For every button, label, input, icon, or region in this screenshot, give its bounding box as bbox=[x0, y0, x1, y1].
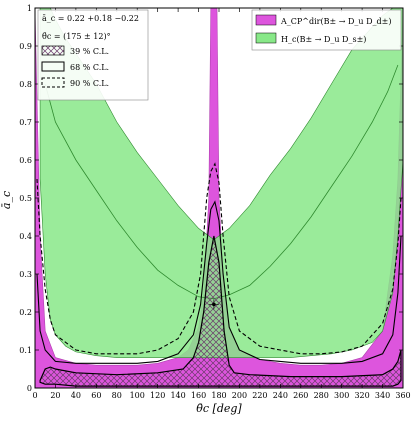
x-tick-label: 100 bbox=[130, 391, 145, 400]
x-tick-label: 120 bbox=[150, 391, 165, 400]
green-band bbox=[39, 8, 403, 358]
legend-swatch-39 bbox=[41, 45, 65, 56]
legend-label-green: H_c(B± → D_u D_s±) bbox=[281, 35, 366, 44]
legend-left: ā_c = 0.22 +0.18 −0.22 θ̄c = (175 ± 12)°… bbox=[37, 9, 149, 101]
x-tick-label: 0 bbox=[32, 391, 37, 400]
legend-label-68: 68 % C.L. bbox=[70, 63, 109, 72]
x-tick-label: 80 bbox=[112, 391, 122, 400]
y-tick-label: 0.8 bbox=[19, 80, 32, 89]
x-tick-label: 160 bbox=[191, 391, 206, 400]
result-line-0: ā_c = 0.22 +0.18 −0.22 bbox=[42, 14, 139, 23]
x-tick-label: 320 bbox=[354, 391, 369, 400]
x-tick-label: 240 bbox=[273, 391, 288, 400]
y-tick-label: 0.3 bbox=[19, 270, 32, 279]
y-tick-label: 0.6 bbox=[19, 156, 32, 165]
x-tick-label: 280 bbox=[314, 391, 329, 400]
y-tick-label: 1 bbox=[27, 4, 32, 13]
x-tick-label: 20 bbox=[50, 391, 60, 400]
y-tick-label: 0.9 bbox=[19, 42, 32, 51]
y-tick-label: 0.1 bbox=[19, 346, 32, 355]
x-tick-label: 180 bbox=[211, 391, 226, 400]
x-tick-label: 340 bbox=[375, 391, 390, 400]
legend-swatch-90 bbox=[41, 77, 65, 88]
x-tick-label: 40 bbox=[71, 391, 81, 400]
result-line-1: θ̄c = (175 ± 12)° bbox=[42, 32, 111, 41]
y-tick-label: 0.5 bbox=[19, 194, 32, 203]
y-tick-label: 0 bbox=[27, 384, 32, 393]
contour-68-line bbox=[36, 200, 402, 364]
legend-swatch-68 bbox=[41, 61, 65, 72]
legend-swatch-magenta bbox=[255, 14, 277, 26]
contour-90-line bbox=[36, 162, 402, 355]
legend-label-90: 90 % C.L. bbox=[70, 79, 109, 88]
x-tick-label: 360 bbox=[395, 391, 410, 400]
legend-swatch-green bbox=[255, 32, 277, 44]
y-tick-label: 0.4 bbox=[19, 232, 32, 241]
x-tick-label: 300 bbox=[334, 391, 349, 400]
x-tick-label: 200 bbox=[232, 391, 247, 400]
y-tick-label: 0.7 bbox=[19, 118, 32, 127]
legend-label-39: 39 % C.L. bbox=[70, 47, 109, 56]
y-tick-label: 0.2 bbox=[19, 308, 32, 317]
legend-right: A_CP^dir(B± → D_u D_d±) H_c(B± → D_u D_s… bbox=[251, 9, 402, 51]
x-tick-label: 60 bbox=[91, 391, 101, 400]
x-tick-label: 260 bbox=[293, 391, 308, 400]
x-tick-label: 220 bbox=[252, 391, 267, 400]
contour-39-region bbox=[39, 235, 402, 387]
y-axis-title: ā_c bbox=[0, 191, 13, 209]
legend-label-magenta: A_CP^dir(B± → D_u D_d±) bbox=[280, 17, 391, 26]
x-axis-title: θ̄c [deg] bbox=[196, 402, 242, 415]
x-tick-label: 140 bbox=[170, 391, 185, 400]
